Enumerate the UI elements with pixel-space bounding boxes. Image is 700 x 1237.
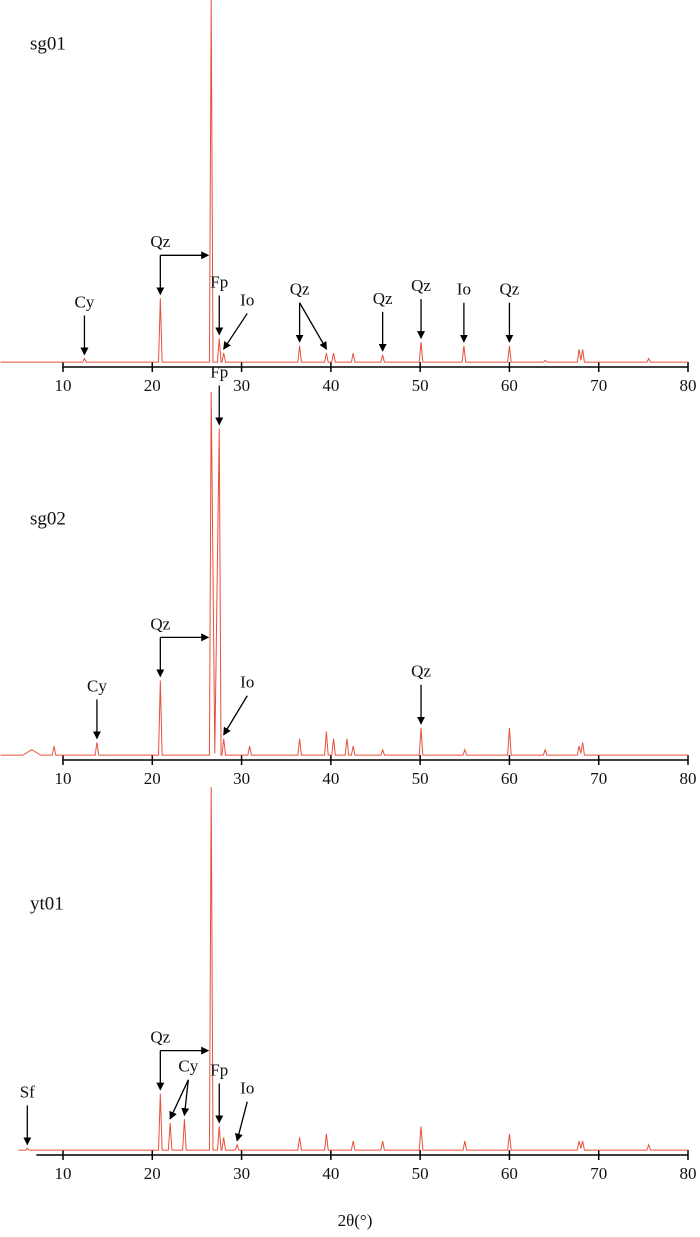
xrd-trace <box>18 786 688 1151</box>
peak-arrow <box>223 695 248 736</box>
x-tick-label: 80 <box>680 769 697 788</box>
peak-arrow <box>181 1079 190 1117</box>
peak-label: Qz <box>150 614 170 633</box>
peak-label: Fp <box>210 362 228 381</box>
peak-label: Qz <box>290 280 310 299</box>
x-tick-label: 60 <box>501 1164 518 1183</box>
peak-label: Cy <box>87 676 107 695</box>
x-tick-label: 50 <box>412 1164 429 1183</box>
x-tick-label: 30 <box>233 1164 250 1183</box>
peak-label: Qz <box>411 276 431 295</box>
x-tick-label: 50 <box>412 376 429 395</box>
x-tick-label: 40 <box>322 769 339 788</box>
peak-label: Io <box>240 1079 254 1098</box>
x-tick-label: 10 <box>55 376 72 395</box>
peak-label: Cy <box>75 292 95 311</box>
x-tick-label: 40 <box>322 376 339 395</box>
panel-title: sg02 <box>30 508 66 529</box>
peak-arrow <box>169 1079 189 1120</box>
peak-label: Io <box>240 290 254 309</box>
panel-title: sg01 <box>30 33 66 54</box>
x-tick-label: 70 <box>590 376 607 395</box>
x-tick-label: 70 <box>590 769 607 788</box>
peak-label: Qz <box>150 232 170 251</box>
x-tick-label: 10 <box>55 1164 72 1183</box>
peak-label: Cy <box>178 1057 198 1076</box>
x-tick-label: 80 <box>680 1164 697 1183</box>
peak-label: Qz <box>411 662 431 681</box>
x-tick-label: 10 <box>55 769 72 788</box>
x-tick-label: 60 <box>501 376 518 395</box>
xrd-trace <box>0 0 688 363</box>
x-tick-label: 20 <box>144 1164 161 1183</box>
x-axis-label: 2θ(°) <box>338 1211 373 1230</box>
peak-arrow <box>299 302 327 350</box>
panel-title: yt01 <box>30 893 64 914</box>
x-tick-label: 20 <box>144 769 161 788</box>
peak-label: Qz <box>500 280 520 299</box>
xrd-trace <box>0 391 688 756</box>
x-tick-label: 20 <box>144 376 161 395</box>
peak-label: Sf <box>20 1082 35 1101</box>
peak-label: Qz <box>373 289 393 308</box>
peak-label: Fp <box>210 1060 228 1079</box>
x-tick-label: 70 <box>590 1164 607 1183</box>
x-tick-label: 30 <box>233 769 250 788</box>
x-tick-label: 30 <box>233 376 250 395</box>
x-tick-label: 50 <box>412 769 429 788</box>
x-tick-label: 60 <box>501 769 518 788</box>
peak-label: Io <box>457 280 471 299</box>
x-tick-label: 40 <box>322 1164 339 1183</box>
peak-label: Io <box>240 673 254 692</box>
peak-arrow <box>234 1101 248 1142</box>
peak-label: Fp <box>210 272 228 291</box>
peak-arrow <box>223 313 248 350</box>
peak-label: Qz <box>150 1028 170 1047</box>
x-tick-label: 80 <box>680 376 697 395</box>
